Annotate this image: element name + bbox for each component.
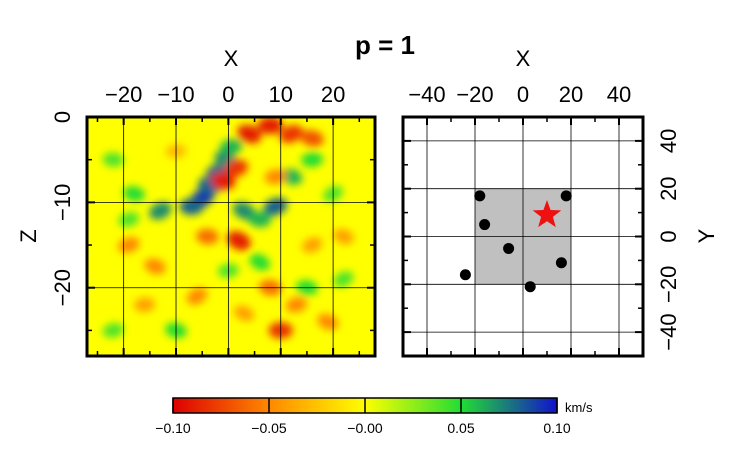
colorbar-tick-label: 0.10 (543, 420, 570, 436)
left-y-tick-label: 0 (50, 111, 75, 123)
anomaly-blob (219, 138, 243, 155)
left-y-tick-label: −10 (50, 184, 75, 221)
anomaly-blob (285, 297, 308, 313)
left-panel: −20 −10 0 10 20 0 −10 −20 X Z (16, 46, 377, 358)
anomaly-blob (102, 152, 124, 167)
right-x-tick-label: −20 (456, 82, 493, 107)
right-y-tick-label: 40 (656, 129, 681, 153)
figure-title: p = 1 (355, 30, 415, 60)
right-panel: −40 −20 0 20 40 40 20 0 −20 −40 X Y (401, 46, 719, 358)
colorbar-unit: km/s (565, 400, 593, 415)
anomaly-blob (280, 168, 303, 185)
anomaly-blob (149, 202, 172, 220)
anomaly-blob (248, 211, 272, 228)
right-x-tick-label: 40 (607, 82, 631, 107)
left-x-tick-label: −20 (105, 82, 142, 107)
colorbar-tick-label: −0.10 (155, 420, 191, 436)
left-x-tick-label: −10 (157, 82, 194, 107)
anomaly-blob (186, 287, 208, 305)
anomaly-blob (257, 117, 283, 135)
left-y-tick-label: −20 (50, 269, 75, 306)
anomaly-blob (233, 305, 255, 322)
anomaly-blob (123, 186, 145, 202)
left-grid (87, 117, 375, 356)
anomaly-blob (226, 231, 251, 251)
station-point (560, 190, 572, 202)
right-y-tick-label: −20 (656, 266, 681, 303)
anomaly-blob (102, 322, 124, 338)
colorbar-tick-label: 0.05 (447, 420, 474, 436)
station-point (555, 257, 567, 269)
colorbar-tick-label: −0.00 (347, 420, 383, 436)
left-ticks: −20 −10 0 10 20 0 −10 −20 (50, 82, 375, 356)
anomaly-blob (196, 228, 219, 245)
anomaly-blob (279, 124, 303, 144)
right-y-tick-label: 20 (656, 176, 681, 200)
station-point (503, 242, 515, 254)
right-y-tick-label: −40 (656, 313, 681, 350)
right-y-tick-label: 0 (656, 230, 681, 242)
anomaly-blob (333, 271, 354, 288)
left-x-axis-label: X (224, 46, 239, 71)
anomaly-blob (301, 152, 324, 168)
anomaly-blob (249, 253, 271, 271)
anomaly-blob (300, 130, 324, 147)
anomaly-blob (302, 237, 323, 253)
left-x-tick-label: 20 (321, 82, 345, 107)
anomaly-blob (224, 159, 249, 177)
colorbar: −0.10 −0.05 −0.00 0.05 0.10 km/s (155, 397, 593, 436)
right-x-tick-label: −40 (408, 82, 445, 107)
left-panel-frame (85, 115, 377, 358)
anomaly-blob (210, 172, 236, 190)
station-point (474, 190, 486, 202)
right-ticks: −40 −20 0 20 40 40 20 0 −20 −40 (403, 82, 681, 356)
anomaly-blob (333, 228, 354, 245)
station-point (459, 269, 471, 281)
station-point (479, 219, 491, 231)
anomaly-blob (232, 201, 256, 220)
right-x-tick-label: 0 (517, 82, 529, 107)
right-grid (403, 117, 643, 356)
colorbar-ticks: −0.10 −0.05 −0.00 0.05 0.10 (155, 398, 571, 436)
right-x-axis-label: X (516, 46, 531, 71)
station-point (524, 281, 536, 293)
left-x-tick-label: 0 (222, 82, 234, 107)
anomaly-blob (144, 258, 166, 275)
colorbar-tick-label: −0.05 (251, 420, 287, 436)
anomaly-blob (237, 124, 262, 144)
source-star (532, 200, 562, 228)
right-x-tick-label: 20 (559, 82, 583, 107)
right-y-axis-label: Y (694, 228, 719, 243)
anomaly-blob (134, 297, 156, 313)
left-y-axis-label: Z (16, 229, 41, 242)
left-x-tick-label: 10 (269, 82, 293, 107)
stations (459, 190, 572, 293)
